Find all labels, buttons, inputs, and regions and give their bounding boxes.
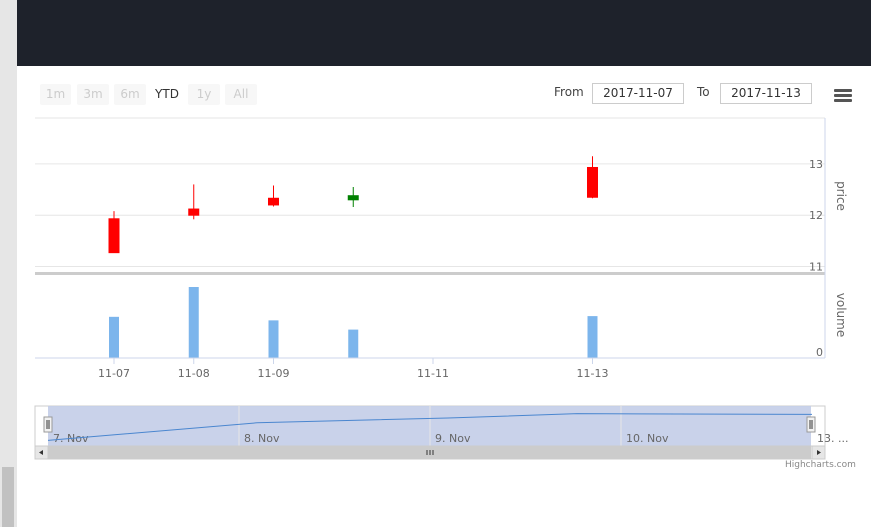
candle-body[interactable] <box>347 195 359 201</box>
candle-body[interactable] <box>268 197 279 206</box>
candle-body[interactable] <box>188 208 200 216</box>
zoom-button-6m[interactable]: 6m <box>114 84 146 105</box>
candle-body[interactable] <box>587 166 598 198</box>
navigator-tick-label: 9. Nov <box>435 432 471 445</box>
volume-bar[interactable] <box>188 287 199 358</box>
x-tick-label: 11-08 <box>178 367 210 380</box>
price-tick-label: 13 <box>809 158 823 171</box>
navigator-tick-label: 10. Nov <box>626 432 669 445</box>
x-tick-label: 11-07 <box>98 367 130 380</box>
to-label: To <box>697 85 710 99</box>
stock-chart-container: 1m 3m 6m YTD 1y All From 2017-11-07 To 2… <box>17 66 871 527</box>
zoom-button-3m[interactable]: 3m <box>77 84 109 105</box>
zoom-button-all[interactable]: All <box>225 84 257 105</box>
from-date-input[interactable]: 2017-11-07 <box>592 83 684 104</box>
candle-body[interactable] <box>108 218 120 254</box>
volume-axis-title: volume <box>834 293 848 337</box>
from-label: From <box>554 85 584 99</box>
highcharts-credit[interactable]: Highcharts.com <box>785 460 856 470</box>
arrow-right-icon <box>817 450 821 455</box>
navigator-series-line <box>47 413 813 441</box>
x-tick-label: 11-09 <box>258 367 290 380</box>
page-scrollbar-thumb[interactable] <box>2 467 14 527</box>
navigator-tick-label: 13. ... <box>817 432 848 445</box>
chart-svg: 11 12 13 price 0 volume 11-07 11-08 11-09 11-11 11… <box>34 117 848 460</box>
volume-bar[interactable] <box>109 316 119 358</box>
zoom-button-1y[interactable]: 1y <box>188 84 220 105</box>
volume-bar[interactable] <box>268 320 279 358</box>
navigator-handle[interactable] <box>43 416 53 433</box>
volume-bar[interactable] <box>348 329 359 358</box>
pane-divider <box>35 272 825 275</box>
arrow-left-icon <box>39 450 43 455</box>
x-tick-label: 11-11 <box>417 367 449 380</box>
volume-bar[interactable] <box>587 316 598 358</box>
price-tick-label: 12 <box>809 209 823 222</box>
x-tick-label: 11-13 <box>577 367 609 380</box>
zoom-button-1m[interactable]: 1m <box>40 84 71 105</box>
hamburger-menu-icon[interactable] <box>834 89 852 103</box>
navigator-handle[interactable] <box>806 416 816 433</box>
volume-tick-label: 0 <box>816 346 823 359</box>
price-tick-label: 11 <box>809 261 823 274</box>
price-axis-title: price <box>834 181 848 211</box>
navigator-tick-label: 8. Nov <box>244 432 280 445</box>
page-scrollbar[interactable] <box>0 0 17 527</box>
header-bar <box>17 0 871 66</box>
zoom-button-ytd[interactable]: YTD <box>151 84 183 105</box>
to-date-input[interactable]: 2017-11-13 <box>720 83 812 104</box>
